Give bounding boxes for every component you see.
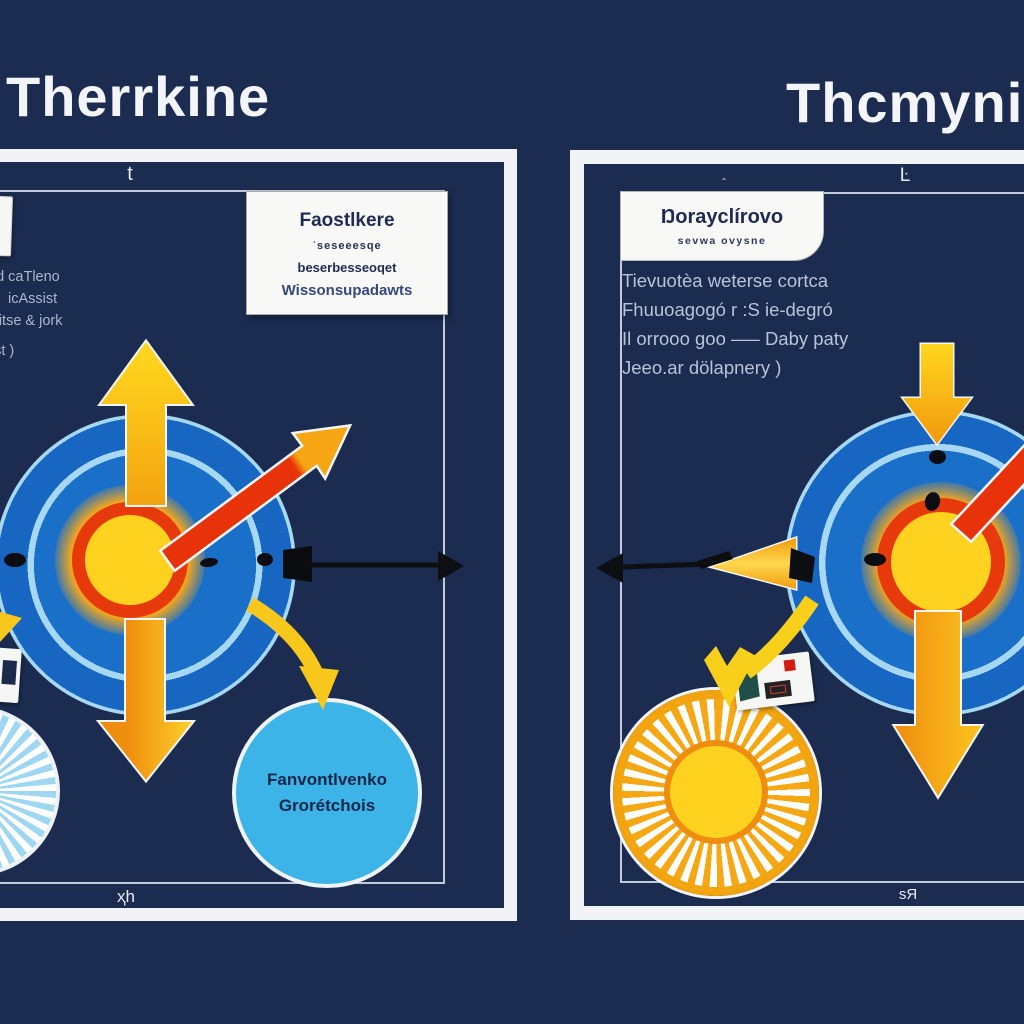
left-bubble-line2: Grorétchois xyxy=(278,796,376,815)
right-sun-disc-icon xyxy=(664,740,768,844)
left-note-line2: ˈseseeesqe xyxy=(312,240,382,252)
left-panel-title: Therrkine xyxy=(6,65,271,128)
right-note-line1: Ŋorayclírovo xyxy=(660,206,784,228)
right-body-text: Tievuotèa weterse cortca Fhuuoagogó r :S… xyxy=(622,266,962,382)
right-body-line2: Fhuuoagogó r :S ie-degró xyxy=(622,299,833,320)
left-panel-frame xyxy=(0,149,517,921)
left-frame-top-label: t xyxy=(127,163,133,185)
right-body-line3: Il orrooo goo —– Daby paty xyxy=(622,328,849,349)
left-side-line4: est ) xyxy=(0,343,15,359)
right-note-line2: sevwa ovysne xyxy=(677,235,767,247)
right-sun-core-icon xyxy=(877,498,1005,626)
left-card-glyph xyxy=(1,659,18,685)
right-panel-title: Thcmynic xyxy=(786,71,1024,134)
right-card-icon xyxy=(731,651,815,711)
right-panel-frame xyxy=(570,150,1024,920)
left-side-text: –d caTleno icAssist ˌitse & jork est ) xyxy=(0,266,146,362)
left-bubble-line1: Fanvontlvenko xyxy=(267,770,387,789)
left-note-box: Faostlkere ˈseseeesqe beserbesseoqet Wis… xyxy=(246,191,448,315)
left-dot-east-icon xyxy=(257,553,273,566)
left-frame-bottom-label: ҳh xyxy=(117,887,135,906)
left-note-line1: Faostlkere xyxy=(299,210,395,231)
left-side-line2: icAssist xyxy=(8,291,58,307)
right-note-box: ˆ Ŋorayclírovo sevwa ovysne xyxy=(620,176,824,261)
left-dot-west-icon xyxy=(4,553,26,567)
right-dot-top-icon xyxy=(929,450,946,464)
right-dot-west-icon xyxy=(864,553,886,566)
left-note-line3: beserbesseoqet xyxy=(297,260,397,275)
left-edge-card-icon xyxy=(0,195,14,257)
left-bubble: Fanvontlvenko Grorétchois xyxy=(232,698,422,888)
right-note-caret: ˆ xyxy=(722,176,726,190)
right-body-line4: Jeeo.ar dölapnery ) xyxy=(622,357,782,378)
left-side-line3: ˌitse & jork xyxy=(0,313,63,329)
left-sun-core-icon xyxy=(72,502,188,618)
left-side-line1: –d caTleno xyxy=(0,269,60,285)
left-note-line4: Wissonsupadawts xyxy=(281,282,413,299)
left-panel-inner-frame xyxy=(0,190,445,884)
right-card-strip xyxy=(736,662,760,702)
right-card-chip-digits xyxy=(769,684,787,695)
right-card-red-square xyxy=(783,659,796,672)
left-card-icon xyxy=(0,646,22,704)
right-body-line1: Tievuotèa weterse cortca xyxy=(622,270,828,291)
right-frame-bottom-label: ѕЯ xyxy=(898,886,918,903)
right-card-chip xyxy=(764,679,792,699)
right-frame-top-label: Ŀ xyxy=(899,165,911,186)
